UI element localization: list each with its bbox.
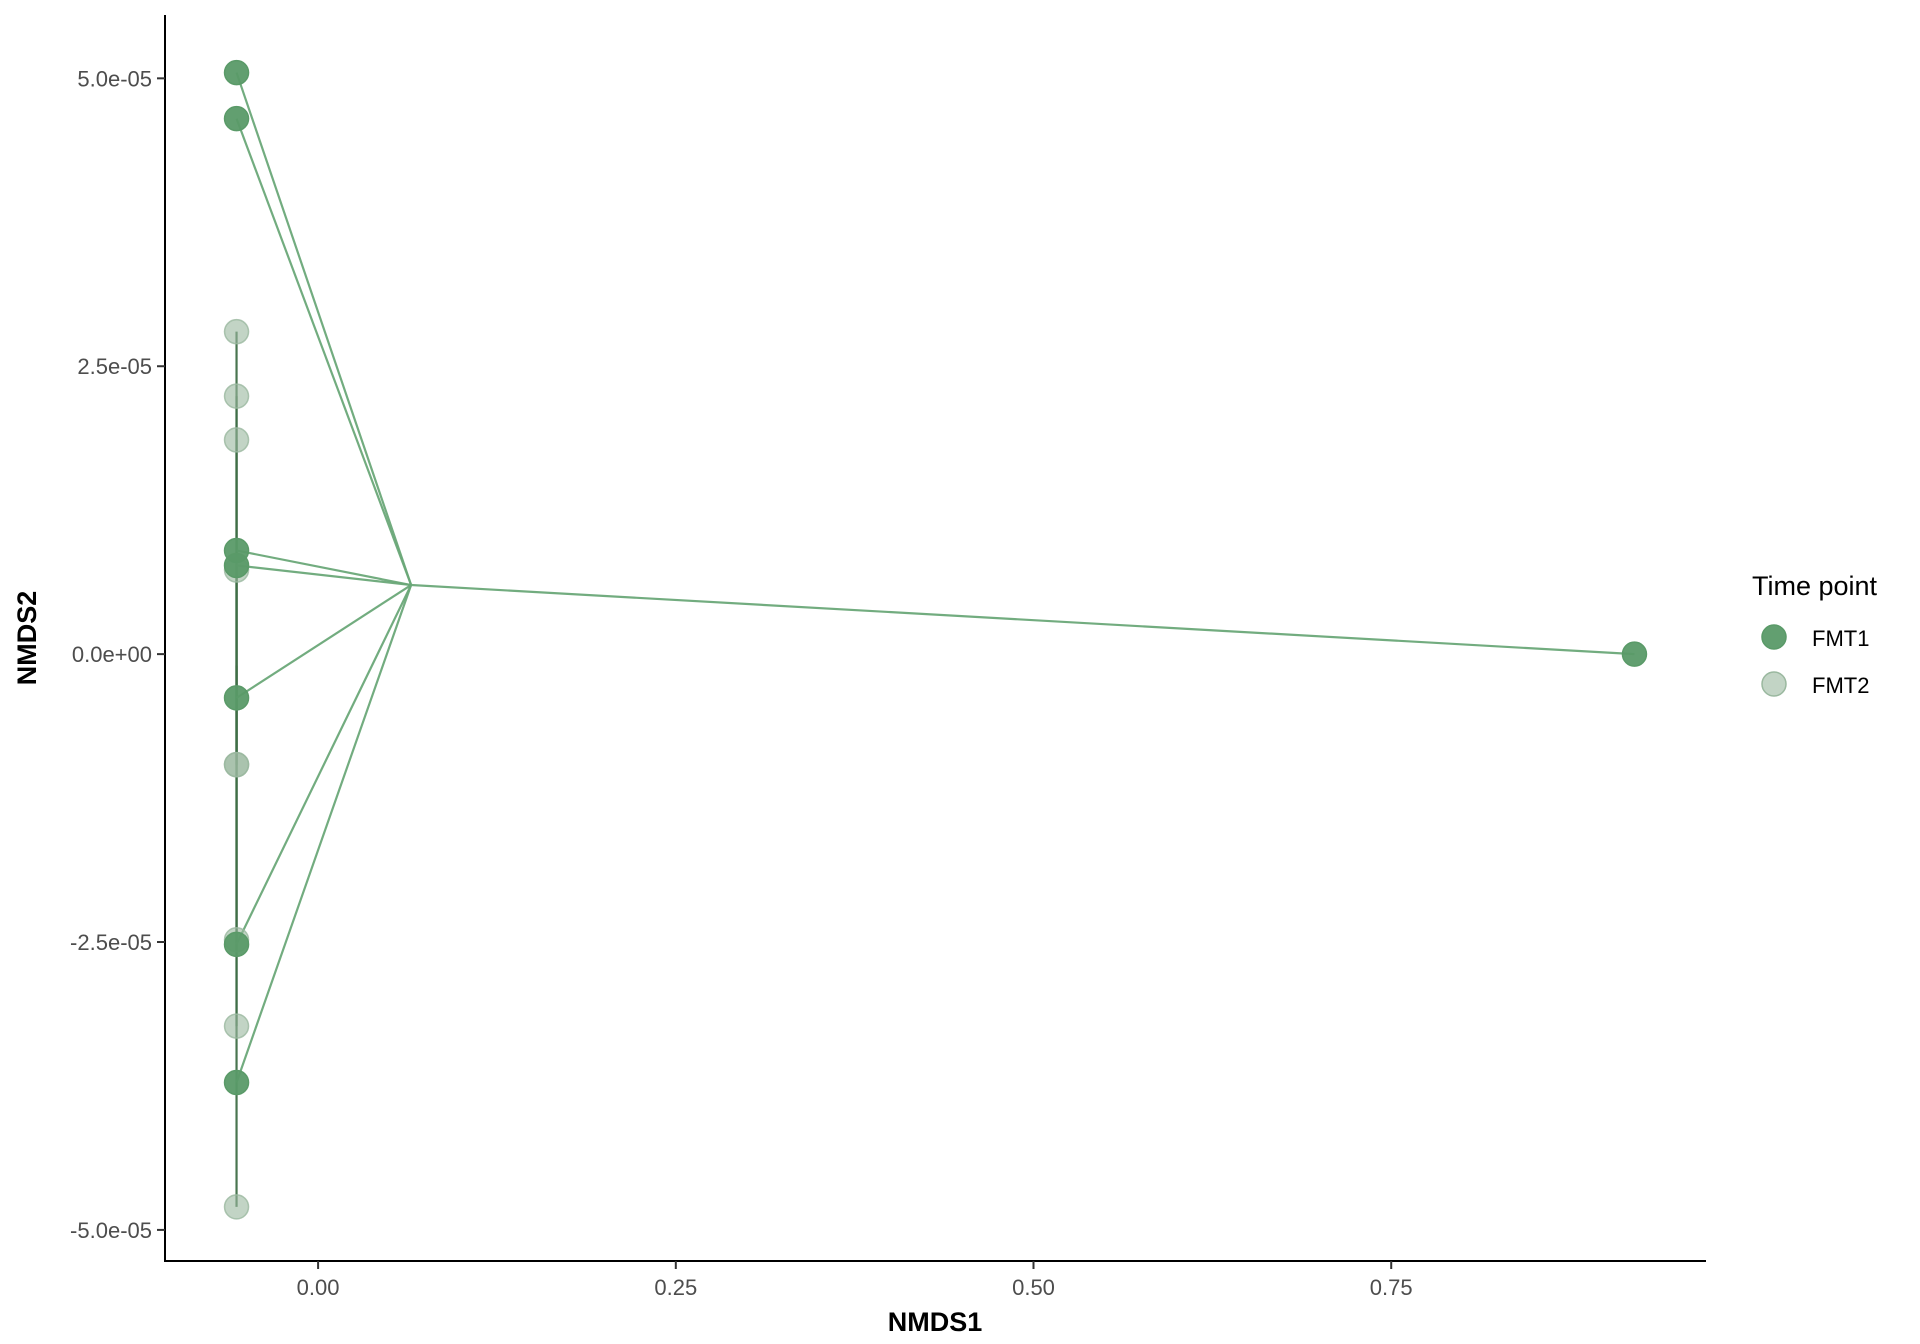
legend-key-fmt1	[1761, 624, 1787, 650]
y-tick-label-4: 5.0e-05	[77, 66, 152, 91]
y-tick-label-1: -2.5e-05	[70, 930, 152, 955]
point-fmt1-5	[223, 931, 250, 958]
spider-line-fmt1-7	[411, 583, 1635, 656]
x-tick-label-0: 0.00	[297, 1275, 340, 1300]
spider-line-fmt1-2	[236, 549, 412, 587]
point-fmt1-3	[223, 552, 250, 579]
points-layer	[223, 59, 1648, 1220]
spider-line-fmt1-5	[235, 584, 413, 945]
spider-lines-layer	[235, 72, 1635, 1207]
x-axis-title: NMDS1	[888, 1307, 983, 1337]
point-fmt1-6	[223, 1069, 250, 1096]
x-tick-label-1: 0.25	[654, 1275, 697, 1300]
point-fmt2-0	[223, 318, 250, 345]
point-fmt1-1	[223, 105, 250, 132]
point-fmt1-0	[223, 59, 250, 86]
legend-label-fmt2: FMT2	[1812, 673, 1869, 698]
x-tick-label-2: 0.50	[1012, 1275, 1055, 1300]
x-tick-label-3: 0.75	[1370, 1275, 1413, 1300]
spider-line-fmt1-3	[236, 564, 412, 587]
x-axis-ticks: 0.00 0.25 0.50 0.75	[297, 1261, 1413, 1300]
y-axis-title: NMDS2	[12, 591, 42, 686]
point-fmt2-2	[223, 427, 250, 453]
point-fmt2-8	[223, 1194, 250, 1220]
y-tick-label-0: -5.0e-05	[70, 1218, 152, 1243]
spider-line-fmt1-1	[235, 118, 413, 586]
legend: Time point FMT1 FMT2	[1752, 571, 1878, 698]
legend-title: Time point	[1752, 571, 1878, 601]
legend-key-fmt2	[1761, 671, 1787, 697]
y-tick-label-3: 2.5e-05	[77, 354, 152, 379]
point-fmt2-7	[223, 1013, 250, 1039]
y-tick-label-2: 0.0e+00	[72, 642, 152, 667]
spider-line-fmt1-0	[235, 72, 413, 586]
point-fmt1-7	[1621, 641, 1648, 667]
point-fmt2-1	[223, 383, 250, 409]
point-fmt2-5	[223, 751, 250, 778]
spider-line-fmt1-6	[235, 584, 413, 1083]
point-fmt1-4	[223, 685, 250, 711]
y-axis-ticks: -5.0e-05 -2.5e-05 0.0e+00 2.5e-05 5.0e-05	[70, 66, 165, 1243]
legend-label-fmt1: FMT1	[1812, 626, 1869, 651]
spider-line-fmt1-4	[235, 584, 412, 699]
